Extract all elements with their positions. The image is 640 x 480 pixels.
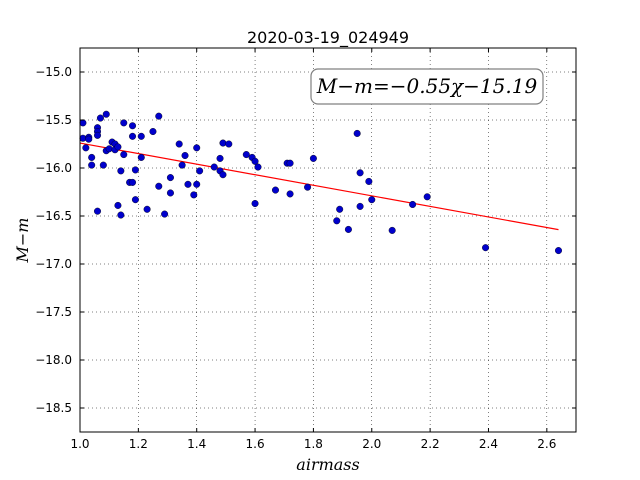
data-point (143, 205, 151, 213)
data-point (184, 180, 192, 188)
data-point (409, 200, 417, 208)
data-point (178, 161, 186, 169)
data-point (129, 122, 137, 130)
data-point (251, 200, 259, 208)
data-point (131, 166, 139, 174)
data-point (129, 178, 137, 186)
data-point (79, 119, 87, 127)
y-tick-label: −16.5 (35, 209, 72, 223)
data-point (181, 152, 189, 160)
data-point (102, 110, 110, 118)
x-tick-label: 2.0 (362, 437, 381, 451)
data-point (94, 131, 102, 139)
data-point (85, 135, 93, 143)
data-points (79, 110, 562, 255)
data-point (120, 151, 128, 159)
data-point (117, 167, 125, 175)
data-point (129, 132, 137, 140)
fit-equation: M−m=−0.55χ−15.19 (316, 74, 538, 98)
plot-area (80, 48, 576, 432)
data-point (219, 171, 227, 179)
data-point (388, 226, 396, 234)
data-point (114, 143, 122, 151)
data-point (286, 159, 294, 167)
data-point (105, 145, 113, 153)
data-point (96, 114, 104, 122)
y-tick-label: −17.0 (35, 257, 72, 271)
data-point (210, 163, 218, 171)
plot-frame (79, 47, 577, 433)
y-tick-label: −16.0 (35, 161, 72, 175)
data-point (120, 119, 128, 127)
data-point (114, 201, 122, 209)
data-point (166, 189, 174, 197)
x-tick-label: 2.6 (537, 437, 556, 451)
data-point (309, 154, 317, 162)
data-point (175, 140, 183, 148)
data-point (137, 132, 145, 140)
x-axis-label: airmass (296, 455, 359, 474)
chart-title: 2020-03-19_024949 (247, 28, 409, 48)
y-tick-label: −15.0 (35, 65, 72, 79)
y-tick-label: −18.5 (35, 401, 72, 415)
fit-line-layer (79, 142, 559, 231)
data-point (88, 153, 96, 161)
data-point (356, 169, 364, 177)
fit-equation-box: M−m=−0.55χ−15.19 (310, 68, 544, 105)
data-point (166, 174, 174, 182)
x-tick-label: 2.4 (479, 437, 498, 451)
y-tick-label: −18.0 (35, 353, 72, 367)
x-tick-label: 2.2 (421, 437, 440, 451)
data-point (423, 193, 431, 201)
data-point (304, 183, 312, 191)
x-tick-label: 1.2 (129, 437, 148, 451)
y-tick-label: −17.5 (35, 305, 72, 319)
data-point (554, 247, 562, 255)
data-point (219, 139, 227, 147)
axis-ticks: 1.0 1.2 1.4 1.6 1.8 2.0 2.2 2.4 2.6 −15.0 −15.5 −16… (35, 48, 576, 451)
data-point (368, 196, 376, 204)
data-point (365, 177, 373, 185)
fit-line (79, 142, 559, 231)
data-point (271, 186, 279, 194)
x-tick-label: 1.6 (246, 437, 265, 451)
fit-equation-frame (310, 68, 544, 105)
x-tick-label: 1.0 (70, 437, 89, 451)
data-point (336, 205, 344, 213)
data-point (356, 202, 364, 210)
data-point (482, 244, 490, 252)
data-point (155, 112, 163, 120)
data-point (344, 225, 352, 233)
data-point (155, 182, 163, 190)
data-point (131, 196, 139, 204)
y-axis-label: M−m (13, 218, 32, 264)
data-point (225, 140, 233, 148)
data-point (149, 128, 157, 136)
grid (79, 48, 576, 432)
data-point (117, 211, 125, 219)
data-point (193, 144, 201, 152)
data-point (99, 161, 107, 169)
data-point (251, 157, 259, 165)
data-point (94, 207, 102, 215)
x-tick-label: 1.4 (187, 437, 206, 451)
data-point (190, 191, 198, 199)
data-point (193, 180, 201, 188)
data-point (333, 217, 341, 225)
data-point (242, 151, 250, 159)
data-point (286, 190, 294, 198)
x-tick-label: 1.8 (304, 437, 323, 451)
data-point (196, 167, 204, 175)
data-point (79, 134, 87, 142)
data-point (88, 161, 96, 169)
data-point (137, 153, 145, 161)
data-point (353, 129, 361, 137)
y-tick-label: −15.5 (35, 113, 72, 127)
data-point (216, 154, 224, 162)
data-point (82, 144, 90, 152)
data-point (161, 210, 169, 218)
data-point (254, 163, 262, 171)
